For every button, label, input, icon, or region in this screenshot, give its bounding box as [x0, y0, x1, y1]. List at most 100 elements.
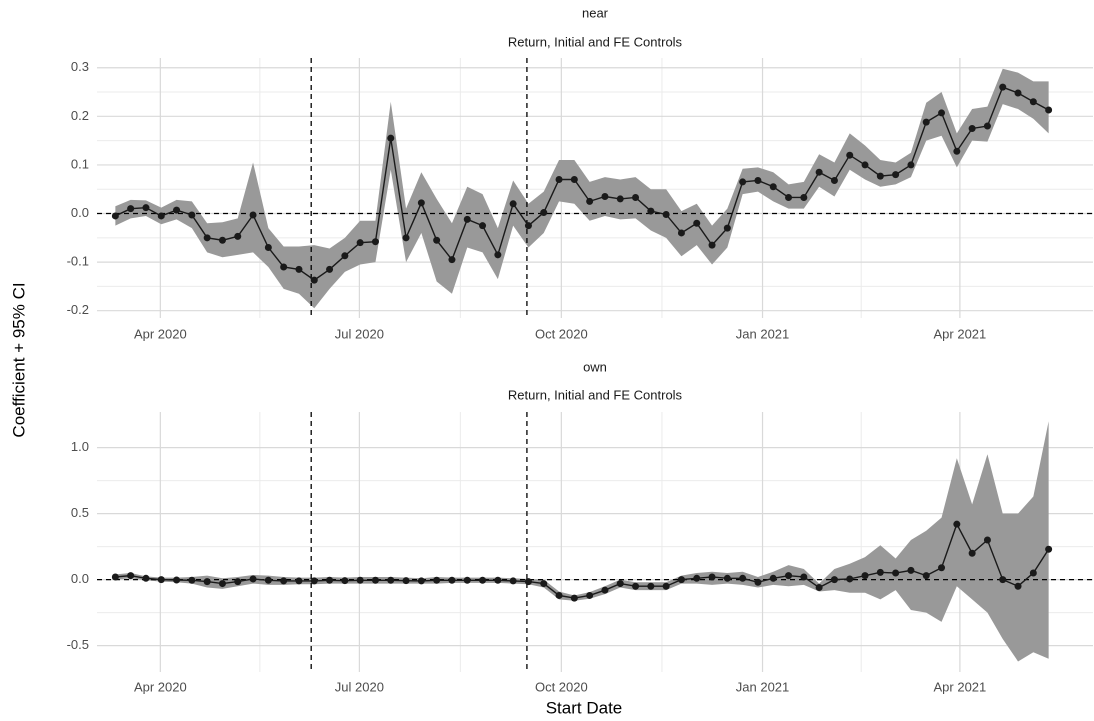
data-point [677, 229, 685, 237]
data-point [433, 576, 441, 584]
data-point [1045, 545, 1053, 553]
y-axis-title: Coefficient + 95% CI [9, 282, 28, 437]
y-tick-label: 0.5 [71, 505, 89, 520]
y-tick-label: 0.0 [71, 571, 89, 586]
data-point [769, 574, 777, 582]
data-point [234, 578, 242, 586]
data-point [754, 578, 762, 586]
data-point [983, 536, 991, 544]
data-point [142, 574, 150, 582]
data-point [127, 205, 135, 213]
data-point [509, 200, 517, 208]
x-tick-label: Apr 2021 [934, 679, 987, 694]
x-tick-label: Apr 2020 [134, 326, 187, 341]
data-point [968, 124, 976, 132]
data-point [769, 183, 777, 191]
strip-subtitle: Return, Initial and FE Controls [508, 387, 683, 402]
data-point [846, 575, 854, 583]
data-point [341, 577, 349, 585]
data-point [953, 520, 961, 528]
data-point [157, 576, 165, 584]
data-point [540, 209, 548, 217]
data-point [203, 578, 211, 586]
data-point [800, 573, 808, 581]
x-tick-label: Apr 2021 [934, 326, 987, 341]
data-point [295, 265, 303, 273]
data-point [188, 211, 196, 219]
data-point [371, 238, 379, 246]
data-point [173, 576, 181, 584]
data-point [968, 549, 976, 557]
y-tick-label: 0.2 [71, 108, 89, 123]
data-point [632, 193, 640, 201]
data-point [264, 576, 272, 584]
data-point [846, 151, 854, 159]
data-point [524, 222, 532, 230]
data-point [830, 176, 838, 184]
data-point [754, 176, 762, 184]
data-point [402, 234, 410, 242]
data-point [463, 576, 471, 584]
data-point [739, 574, 747, 582]
data-point [999, 83, 1007, 91]
data-point [218, 580, 226, 588]
data-point [326, 576, 334, 584]
data-point [983, 122, 991, 130]
data-point [708, 241, 716, 249]
data-point [387, 576, 395, 584]
y-tick-label: 0.3 [71, 59, 89, 74]
data-point [815, 168, 823, 176]
data-point [739, 178, 747, 186]
data-point [785, 572, 793, 580]
data-point [157, 212, 165, 220]
data-point [142, 204, 150, 212]
data-point [494, 576, 502, 584]
data-point [509, 577, 517, 585]
data-point [647, 582, 655, 590]
data-point [616, 195, 624, 203]
data-point [249, 211, 257, 219]
data-point [417, 199, 425, 207]
data-point [494, 251, 502, 259]
data-point [1045, 106, 1053, 114]
data-point [249, 575, 257, 583]
x-axis-title: Start Date [546, 698, 623, 717]
confidence-band [115, 68, 1049, 309]
data-point [1014, 89, 1022, 97]
data-point [800, 193, 808, 201]
data-point [555, 591, 563, 599]
data-point [708, 573, 716, 581]
data-point [830, 576, 838, 584]
y-tick-label: 0.0 [71, 205, 89, 220]
data-point [295, 577, 303, 585]
data-point [723, 224, 731, 232]
data-point [280, 263, 288, 271]
data-point [907, 161, 915, 169]
data-point [999, 576, 1007, 584]
data-point [127, 572, 135, 580]
data-point [479, 576, 487, 584]
data-point [601, 586, 609, 594]
data-point [310, 276, 318, 284]
data-point [448, 576, 456, 584]
data-point [387, 134, 395, 142]
data-point [586, 197, 594, 205]
data-point [188, 576, 196, 584]
data-point [234, 232, 242, 240]
strip-label: own [583, 359, 607, 374]
data-point [693, 574, 701, 582]
data-point [448, 256, 456, 264]
x-tick-label: Oct 2020 [535, 326, 588, 341]
data-point [815, 584, 823, 592]
data-point [341, 252, 349, 260]
data-point [892, 569, 900, 577]
data-point [677, 576, 685, 584]
data-point [938, 564, 946, 572]
data-point [570, 175, 578, 183]
data-point [586, 591, 594, 599]
data-point [173, 206, 181, 214]
x-tick-label: Jan 2021 [736, 326, 790, 341]
data-point [922, 572, 930, 580]
data-point [570, 594, 578, 602]
data-point [785, 193, 793, 201]
